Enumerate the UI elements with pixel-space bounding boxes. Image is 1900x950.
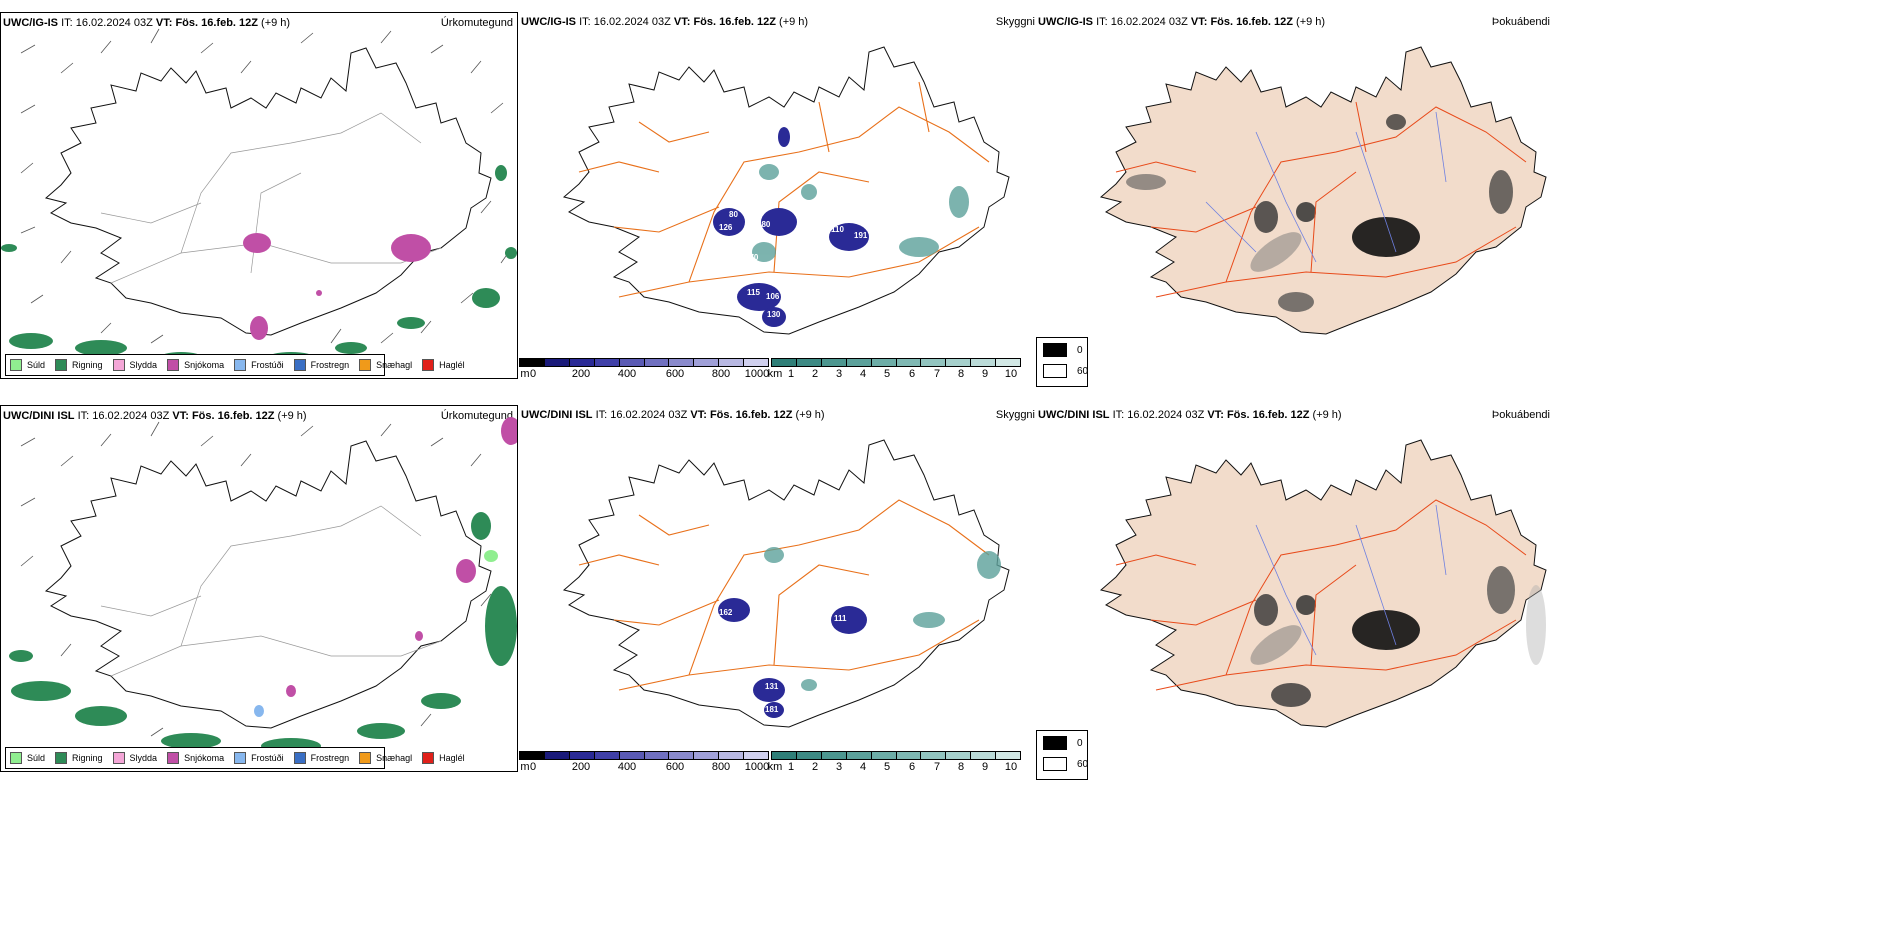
fog-panel-top: UWC/IG-IS IT: 16.02.2024 03Z VT: Fös. 16…	[1036, 12, 1552, 379]
ceiling-map-bottom: 162 111 131 181	[563, 439, 1010, 728]
panel-title: UWC/IG-IS IT: 16.02.2024 03Z VT: Fös. 16…	[3, 17, 291, 29]
ceiling-colorbar	[519, 358, 769, 367]
panel-title: UWC/DINI ISL IT: 16.02.2024 03Z VT: Fös.…	[521, 409, 825, 421]
vis-colorbar	[771, 358, 1021, 367]
legend-item: Súld	[10, 752, 45, 764]
panel-title: UWC/IG-IS IT: 16.02.2024 03Z VT: Fös. 16…	[1038, 16, 1326, 28]
ceiling-label: 180	[757, 220, 771, 229]
ceiling-label: 130	[767, 310, 781, 319]
ceiling-label: 191	[854, 231, 868, 240]
legend-item: Slydda	[112, 359, 157, 371]
precip-map-bottom	[9, 417, 517, 754]
legend-item: Rigning	[55, 752, 103, 764]
ceiling-label: 110	[831, 225, 844, 234]
panel-title: UWC/DINI ISL IT: 16.02.2024 03Z VT: Fös.…	[3, 410, 307, 422]
fog-dark-areas	[1126, 114, 1513, 312]
ceiling-label: 115	[747, 288, 760, 297]
fog-map-top	[1100, 46, 1547, 335]
legend-item: Snæhagl	[359, 752, 412, 764]
roads	[1115, 101, 1527, 298]
precip-type-panel-bottom: UWC/DINI ISL IT: 16.02.2024 03Z VT: Fös.…	[0, 405, 518, 772]
ceiling-panel-top: UWC/IG-IS IT: 16.02.2024 03Z VT: Fös. 16…	[519, 12, 1035, 379]
fog-legend-top: 0 60	[1036, 337, 1088, 387]
ceiling-label: 162	[719, 608, 733, 617]
roads	[578, 81, 990, 298]
roads	[100, 112, 442, 284]
precip-type-panel-top: UWC/IG-IS IT: 16.02.2024 03Z VT: Fös. 16…	[0, 12, 518, 379]
legend-item: Frostregn	[293, 752, 349, 764]
legend-item: Haglél	[422, 359, 465, 371]
snow-areas	[243, 233, 431, 340]
precip-legend: Súld Rigning Slydda Snjókoma Frostúði Fr…	[5, 354, 465, 376]
fog-map-bottom	[1100, 439, 1547, 728]
ceiling-panel-bottom: UWC/DINI ISL IT: 16.02.2024 03Z VT: Fös.…	[519, 405, 1035, 772]
precip-map-top	[1, 28, 517, 364]
legend-item: Rigning	[55, 359, 103, 371]
legend-item: Frostúði	[234, 752, 284, 764]
precip-legend: Súld Rigning Slydda Snjókoma Frostúði Fr…	[5, 747, 465, 769]
ceiling-label: 131	[765, 682, 779, 691]
panel-type-label: Úrkomutegund	[440, 410, 513, 422]
drizzle-areas	[484, 550, 498, 562]
ceiling-label: 181	[765, 705, 779, 714]
legend-item: Frostregn	[293, 359, 349, 371]
rivers	[1205, 111, 1447, 263]
ceiling-label: 126	[719, 223, 733, 232]
vis-areas	[752, 164, 969, 262]
ceiling-scale-bottom: m 0 200 400 600 800 1000	[519, 751, 769, 774]
ceiling-label: 80	[729, 210, 738, 219]
wind-barbs	[20, 28, 512, 344]
ceiling-map-top: 80 126 180 110 191 370 115 106 130	[563, 46, 1010, 335]
panel-type-label: Skyggni	[995, 409, 1035, 421]
panel-type-label: Þokuábendi	[1491, 16, 1550, 28]
legend-item: Frostúði	[234, 359, 284, 371]
panel-type-label: Úrkomutegund	[440, 17, 513, 29]
rain-areas	[9, 512, 517, 754]
legend-item: Haglél	[422, 752, 465, 764]
low-cloud-areas	[713, 127, 869, 327]
fog-legend-bottom: 0 60	[1036, 730, 1088, 780]
legend-item: Súld	[10, 359, 45, 371]
freezing-drizzle-areas	[254, 705, 264, 717]
vis-scale-top: km 1 2 3 4 5 6 7 8 9 10	[768, 358, 1021, 381]
legend-item: Snjókoma	[167, 359, 224, 371]
panel-type-label: Skyggni	[995, 16, 1035, 28]
fog-panel-bottom: UWC/DINI ISL IT: 16.02.2024 03Z VT: Fös.…	[1036, 405, 1552, 772]
legend-item: Slydda	[112, 752, 157, 764]
legend-item: Snjókoma	[167, 752, 224, 764]
ceiling-label: 111	[834, 614, 847, 623]
legend-item: Snæhagl	[359, 359, 412, 371]
panel-title: UWC/IG-IS IT: 16.02.2024 03Z VT: Fös. 16…	[521, 16, 809, 28]
ceiling-label: 106	[766, 292, 780, 301]
scale-unit: m	[520, 368, 530, 380]
panel-title: UWC/DINI ISL IT: 16.02.2024 03Z VT: Fös.…	[1038, 409, 1342, 421]
snow-areas	[286, 417, 517, 697]
ceiling-scale-top: m 0 200 400 600 800 1000	[519, 358, 769, 381]
vis-scale-bottom: km 1 2 3 4 5 6 7 8 9 10	[768, 751, 1021, 774]
panel-type-label: Þokuábendi	[1491, 409, 1550, 421]
ceiling-label: 370	[745, 253, 759, 262]
ceiling-value-labels: 80 126 180 110 191 370 115 106 130	[719, 210, 868, 319]
